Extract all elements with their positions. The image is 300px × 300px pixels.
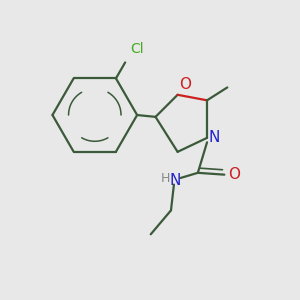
Text: N: N bbox=[169, 173, 181, 188]
Text: O: O bbox=[179, 77, 191, 92]
Text: H: H bbox=[161, 172, 170, 185]
Text: N: N bbox=[209, 130, 220, 146]
Text: O: O bbox=[228, 167, 240, 182]
Text: Cl: Cl bbox=[130, 42, 143, 56]
